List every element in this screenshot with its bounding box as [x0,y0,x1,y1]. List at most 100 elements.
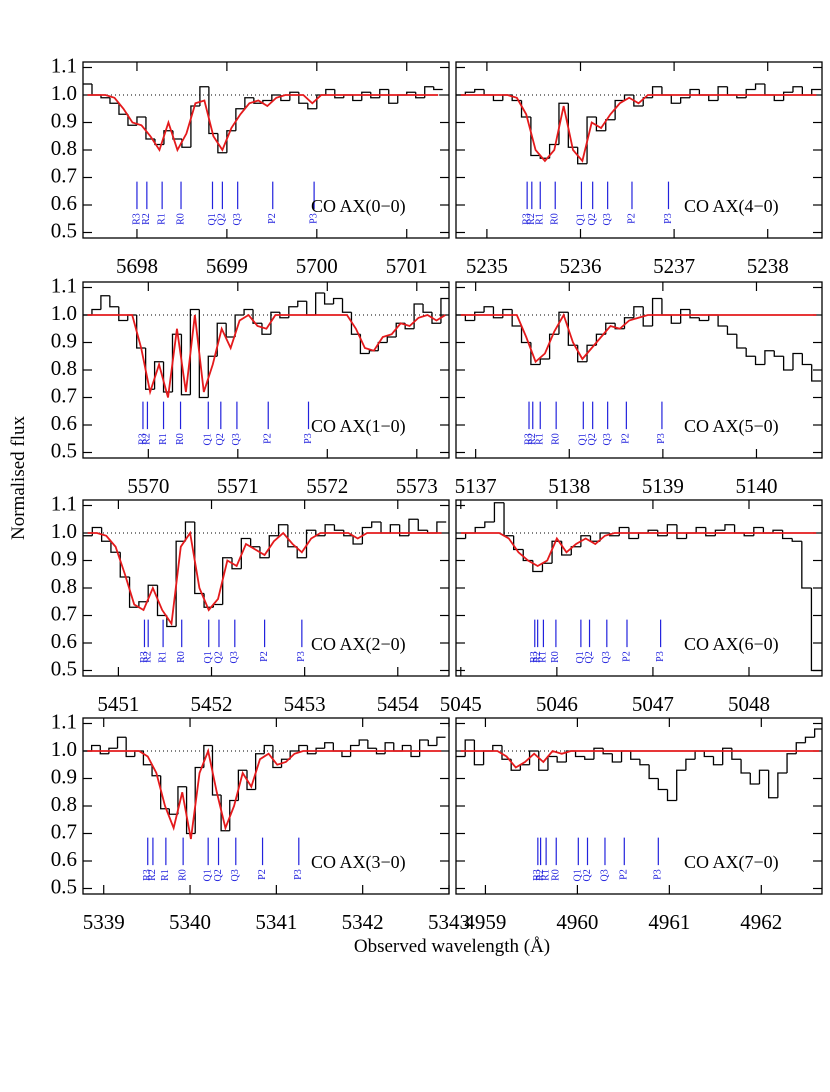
transition-label: Q2 [213,651,224,663]
transition-label: Q3 [230,869,241,881]
observed-step [271,94,281,101]
plot-area [456,728,822,802]
transition-label: Q2 [217,213,228,225]
x-tick-label: 5137 [455,474,497,498]
transition-label: Q3 [229,651,240,663]
transition-label: Q1 [573,869,584,881]
observed-step [792,352,803,370]
transition-label: R0 [550,433,561,445]
transition-label: Q2 [587,213,598,225]
observed-step [199,86,209,106]
observed-step [464,315,475,322]
x-tick-label: 5339 [83,910,125,934]
transition-label: R0 [176,651,187,663]
frame [455,717,823,895]
observed-step [791,538,802,542]
observed-step [724,524,735,531]
x-tick-label: 5342 [342,910,384,934]
observed-step [680,308,691,324]
transition-label: P2 [257,869,268,880]
observed-step [305,529,316,558]
y-tick-label: 0.6 [51,191,77,215]
observed-step [773,350,784,357]
observed-step [118,103,128,115]
observed-step [415,92,425,99]
observed-step [226,130,236,153]
transition-label: R3 [523,433,534,445]
observed-step [370,92,380,99]
transition-label: R1 [160,869,171,881]
observed-step [722,747,732,765]
observed-step [163,130,173,145]
transition-label: P2 [263,433,274,444]
observed-step [367,740,377,749]
observed-step [726,326,737,335]
y-tick-label: 0.9 [51,328,77,352]
observed-step [375,748,386,755]
x-tick-label: 5453 [284,692,326,716]
transition-label: P2 [621,651,632,662]
observed-step [334,89,344,99]
y-tick-label: 0.5 [51,218,77,242]
observed-step [758,769,769,784]
observed-step [99,745,109,755]
transition-label: R2 [535,869,546,881]
observed-step [343,530,354,537]
y-tick-label: 0.8 [51,356,77,380]
transition-label: R0 [177,869,188,881]
observed-step [676,769,686,801]
observed-step [648,764,659,780]
observed-step [548,333,559,359]
x-tick-label: 5700 [296,254,338,278]
transition-label: R3 [529,651,540,663]
observed-step [389,524,400,533]
observed-step [189,308,200,395]
observed-step [361,526,372,544]
observed-step [388,89,398,104]
observed-step [349,744,360,757]
observed-step [427,740,437,747]
transition-label: P3 [293,869,304,880]
observed-step [436,736,446,746]
observed-step [90,744,101,751]
model-line [460,312,817,364]
transition-label: R2 [147,869,158,881]
observed-step [782,91,793,101]
observed-step [493,502,505,522]
model-line [87,313,446,398]
observed-step [630,751,640,760]
transition-label: P2 [267,213,278,224]
y-tick-label: 0.6 [51,411,77,435]
observed-step [413,303,424,329]
observed-step [810,588,822,672]
x-tick-label: 5046 [536,692,578,716]
observed-step [740,759,751,774]
observed-step [410,745,420,758]
observed-step [297,300,307,307]
observed-step [358,739,368,746]
y-axis-label: Normalised flux [8,416,29,541]
transition-label: R0 [551,869,562,881]
transition-label: R0 [550,213,561,225]
y-tick-label: 0.5 [51,874,77,898]
observed-step [676,524,687,540]
observed-step [408,518,419,536]
observed-step [595,117,606,132]
observed-step [325,88,335,95]
observed-step [422,304,432,313]
plot-area [83,83,443,154]
observed-step [244,97,254,109]
observed-step [614,99,625,120]
y-tick-label: 0.9 [51,546,77,570]
observed-step [108,747,118,754]
transition-label: P3 [656,433,667,444]
observed-step [287,524,298,548]
observed-step [743,533,754,537]
observed-step [166,615,177,628]
